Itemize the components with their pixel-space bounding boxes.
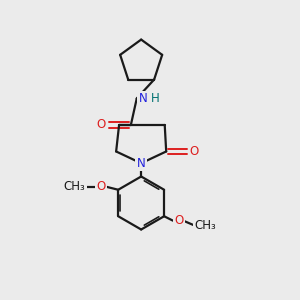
Text: O: O bbox=[96, 180, 105, 193]
Text: CH₃: CH₃ bbox=[194, 219, 216, 232]
Text: O: O bbox=[97, 118, 106, 131]
Text: N: N bbox=[137, 157, 146, 170]
Text: H: H bbox=[151, 92, 159, 105]
Text: O: O bbox=[190, 145, 199, 158]
Text: N: N bbox=[139, 92, 148, 105]
Text: CH₃: CH₃ bbox=[64, 180, 86, 193]
Text: O: O bbox=[174, 214, 184, 227]
